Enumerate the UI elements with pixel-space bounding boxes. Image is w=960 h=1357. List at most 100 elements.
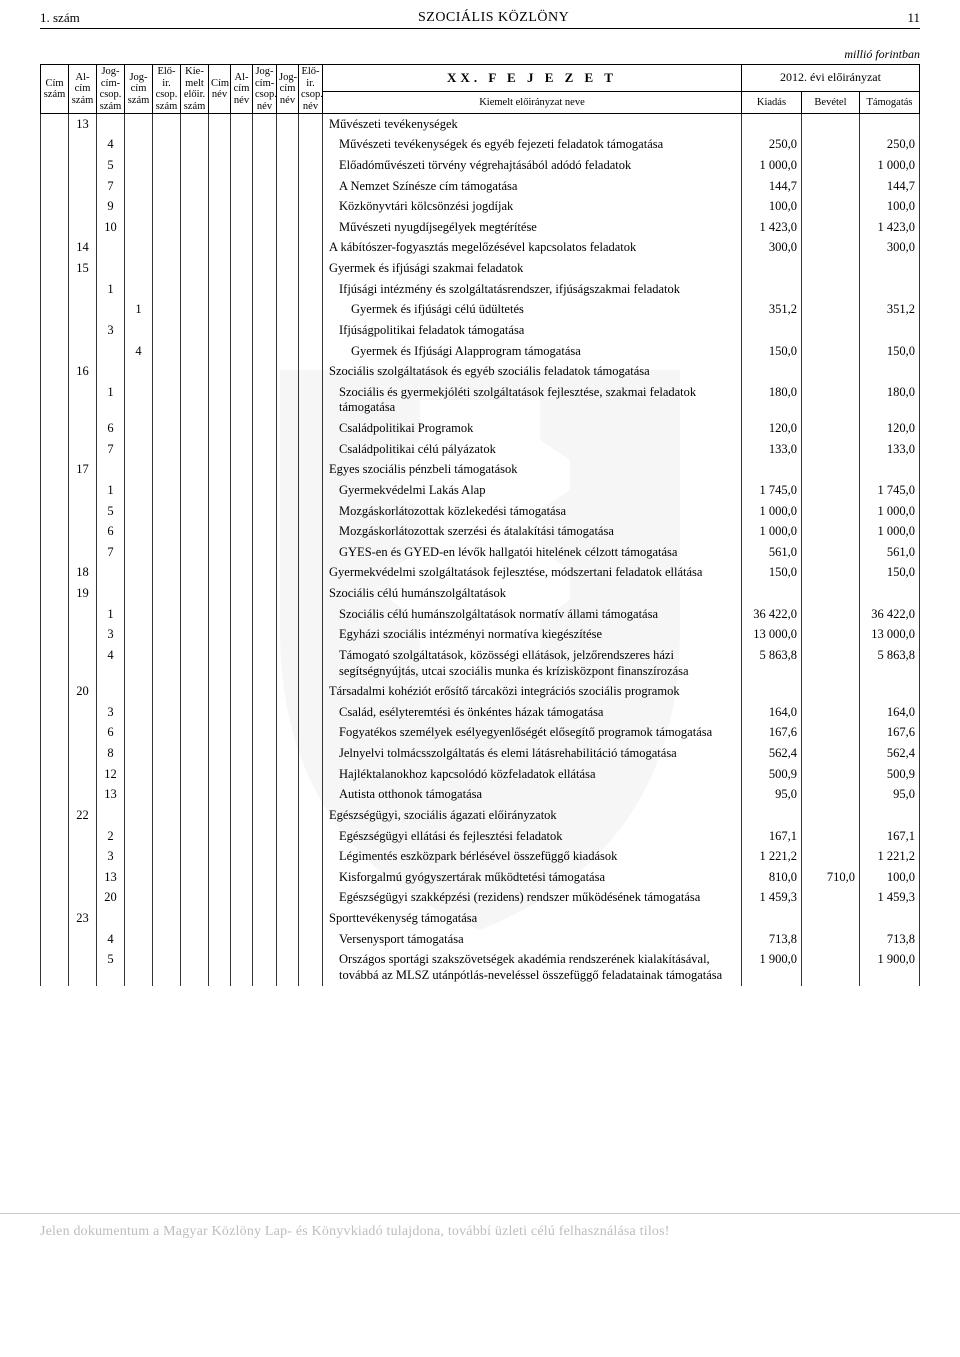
- blank-cell: [231, 909, 253, 930]
- footer-watermark: Jelen dokumentum a Magyar Közlöny Lap- é…: [0, 1213, 960, 1244]
- index-cell: [153, 480, 181, 501]
- index-cell: [181, 645, 209, 681]
- index-cell: 3: [97, 625, 125, 646]
- blank-cell: [277, 135, 299, 156]
- blank-cell: [299, 604, 323, 625]
- index-cell: [153, 888, 181, 909]
- table-row: 22Egészségügyi, szociális ágazati előirá…: [41, 805, 920, 826]
- index-cell: 1: [97, 604, 125, 625]
- blank-cell: [277, 382, 299, 418]
- blank-cell: [277, 439, 299, 460]
- blank-cell: [231, 460, 253, 481]
- blank-cell: [209, 176, 231, 197]
- index-cell: [125, 764, 153, 785]
- table-row: 1Gyermek és ifjúsági célú üdültetés351,2…: [41, 300, 920, 321]
- blank-cell: [253, 300, 277, 321]
- blank-cell: [253, 847, 277, 868]
- tam-cell: [859, 584, 919, 605]
- index-cell: 20: [97, 888, 125, 909]
- bev-cell: [801, 847, 859, 868]
- index-cell: [153, 744, 181, 765]
- blank-cell: [299, 744, 323, 765]
- blank-cell: [253, 362, 277, 383]
- kiad-cell: [741, 460, 801, 481]
- bev-cell: [801, 419, 859, 440]
- kiad-cell: 1 000,0: [741, 155, 801, 176]
- name-cell: Sporttevékenység támogatása: [323, 909, 742, 930]
- table-row: 1Gyermekvédelmi Lakás Alap1 745,01 745,0: [41, 480, 920, 501]
- blank-cell: [209, 744, 231, 765]
- name-cell: Fogyatékos személyek esélyegyenlőségét e…: [323, 723, 742, 744]
- index-cell: 1: [97, 480, 125, 501]
- index-cell: 18: [69, 563, 97, 584]
- bev-cell: [801, 501, 859, 522]
- index-cell: [181, 300, 209, 321]
- bev-cell: [801, 460, 859, 481]
- bev-cell: [801, 888, 859, 909]
- index-cell: [69, 604, 97, 625]
- blank-cell: [277, 625, 299, 646]
- index-cell: [69, 645, 97, 681]
- index-cell: [97, 300, 125, 321]
- blank-cell: [231, 604, 253, 625]
- tam-cell: 351,2: [859, 300, 919, 321]
- index-cell: 3: [97, 320, 125, 341]
- index-cell: [181, 238, 209, 259]
- blank-cell: [253, 238, 277, 259]
- table-row: 10Művészeti nyugdíjsegélyek megtérítése1…: [41, 217, 920, 238]
- name-cell: Egészségügyi szakképzési (rezidens) rend…: [323, 888, 742, 909]
- index-cell: [125, 909, 153, 930]
- blank-cell: [299, 155, 323, 176]
- bev-cell: [801, 522, 859, 543]
- index-cell: 4: [97, 135, 125, 156]
- name-cell: Gyermekvédelmi szolgáltatások fejlesztés…: [323, 563, 742, 584]
- index-cell: [41, 501, 69, 522]
- blank-cell: [231, 341, 253, 362]
- blank-cell: [253, 867, 277, 888]
- name-cell: Szociális célú humánszolgáltatások norma…: [323, 604, 742, 625]
- tam-cell: 120,0: [859, 419, 919, 440]
- blank-cell: [277, 929, 299, 950]
- blank-cell: [231, 847, 253, 868]
- index-cell: 3: [97, 847, 125, 868]
- kiad-cell: [741, 584, 801, 605]
- unit-note: millió forintban: [40, 47, 920, 62]
- blank-cell: [231, 279, 253, 300]
- blank-cell: [231, 702, 253, 723]
- col-hdr-cim-nev: Címnév: [209, 65, 231, 114]
- table-row: 5Előadóművészeti törvény végrehajtásából…: [41, 155, 920, 176]
- index-cell: [153, 176, 181, 197]
- index-cell: [41, 320, 69, 341]
- index-cell: [125, 888, 153, 909]
- blank-cell: [277, 501, 299, 522]
- index-cell: [125, 419, 153, 440]
- index-cell: [181, 909, 209, 930]
- running-head-left: 1. szám: [40, 10, 80, 26]
- blank-cell: [277, 645, 299, 681]
- index-cell: [69, 542, 97, 563]
- index-cell: [181, 176, 209, 197]
- name-cell: Művészeti nyugdíjsegélyek megtérítése: [323, 217, 742, 238]
- index-cell: [125, 625, 153, 646]
- table-row: 1Ifjúsági intézmény és szolgáltatásrends…: [41, 279, 920, 300]
- blank-cell: [299, 888, 323, 909]
- blank-cell: [231, 320, 253, 341]
- index-cell: 4: [125, 341, 153, 362]
- index-cell: 23: [69, 909, 97, 930]
- blank-cell: [231, 625, 253, 646]
- index-cell: [181, 584, 209, 605]
- bev-cell: [801, 950, 859, 986]
- blank-cell: [231, 542, 253, 563]
- blank-cell: [299, 522, 323, 543]
- blank-cell: [277, 176, 299, 197]
- name-cell: Szociális célú humánszolgáltatások: [323, 584, 742, 605]
- kiad-cell: [741, 320, 801, 341]
- index-cell: [125, 744, 153, 765]
- index-cell: [153, 460, 181, 481]
- index-cell: [125, 805, 153, 826]
- bev-cell: [801, 909, 859, 930]
- blank-cell: [231, 563, 253, 584]
- kiad-cell: 561,0: [741, 542, 801, 563]
- index-cell: [41, 197, 69, 218]
- index-cell: [41, 114, 69, 135]
